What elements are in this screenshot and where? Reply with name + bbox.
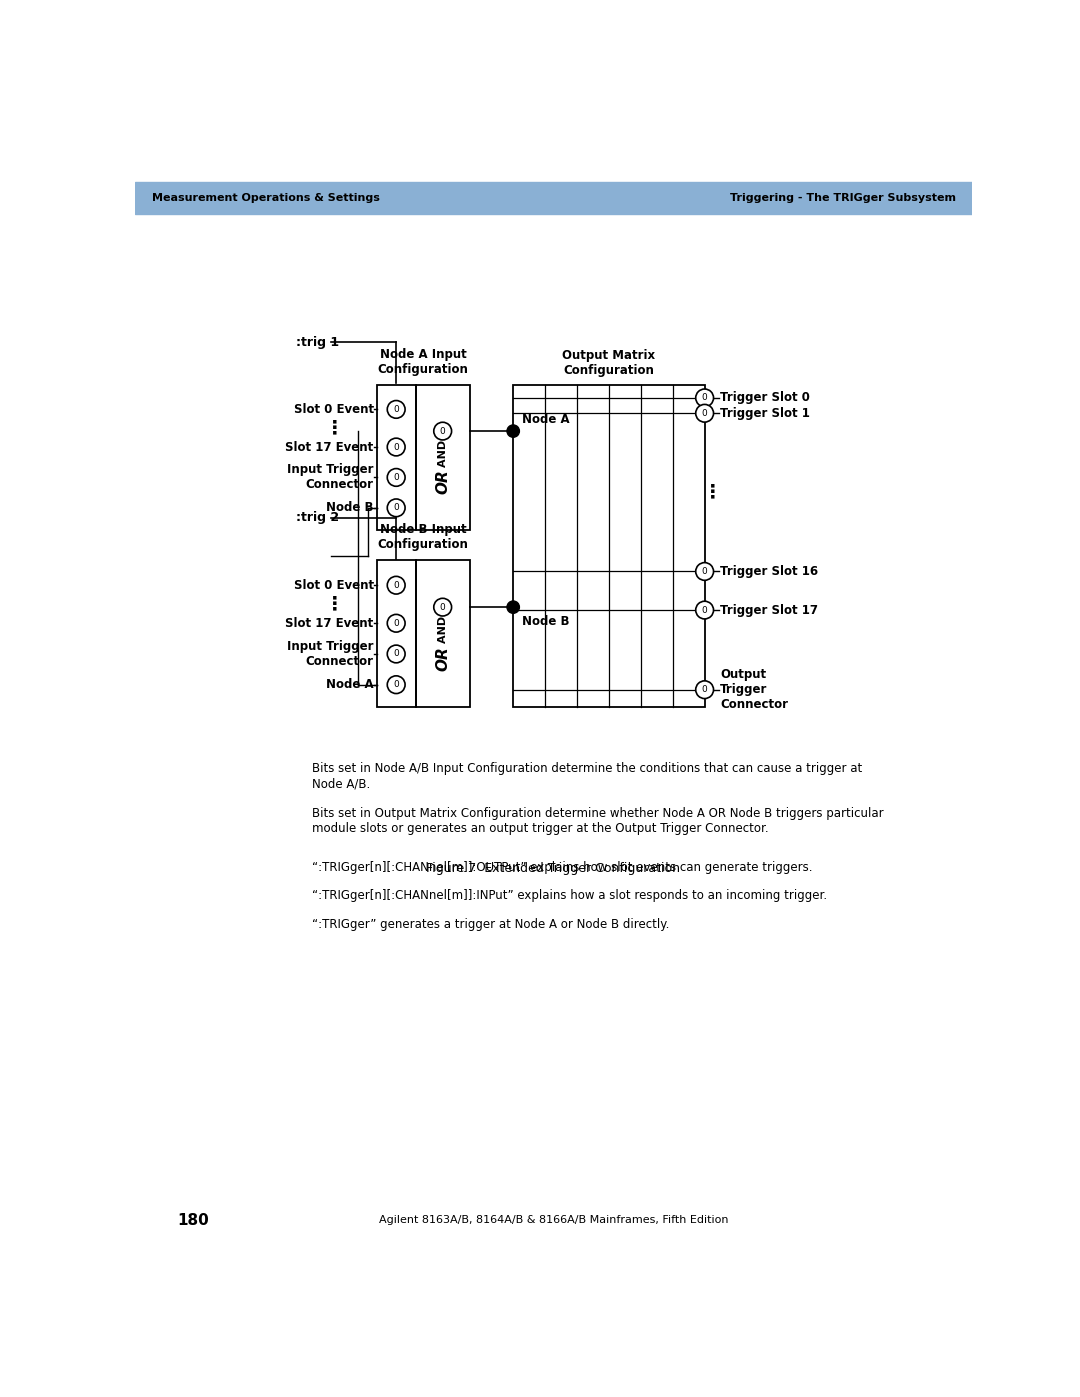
Circle shape xyxy=(434,598,451,616)
Text: 0: 0 xyxy=(440,602,446,612)
Text: Bits set in Output Matrix Configuration determine whether Node A OR Node B trigg: Bits set in Output Matrix Configuration … xyxy=(312,806,883,835)
Text: Triggering - The TRIGger Subsystem: Triggering - The TRIGger Subsystem xyxy=(730,193,957,203)
Text: 0: 0 xyxy=(702,685,707,694)
Text: Slot 0 Event: Slot 0 Event xyxy=(294,402,374,416)
Circle shape xyxy=(696,404,714,422)
Bar xyxy=(416,384,470,529)
Text: 0: 0 xyxy=(393,680,399,689)
Bar xyxy=(416,560,470,707)
Circle shape xyxy=(507,601,519,613)
Text: ⋮: ⋮ xyxy=(325,419,345,437)
Bar xyxy=(377,384,416,529)
Text: Input Trigger
Connector: Input Trigger Connector xyxy=(287,464,374,492)
Text: “:TRIGger” generates a trigger at Node A or Node B directly.: “:TRIGger” generates a trigger at Node A… xyxy=(312,918,670,932)
Circle shape xyxy=(388,439,405,455)
Text: OR: OR xyxy=(435,469,450,495)
Circle shape xyxy=(388,615,405,631)
Text: “:TRIGger[n][:CHANnel[m]]:OUTPut” explains how slot events can generate triggers: “:TRIGger[n][:CHANnel[m]]:OUTPut” explai… xyxy=(312,861,812,873)
Text: Node B: Node B xyxy=(326,502,374,514)
Circle shape xyxy=(388,468,405,486)
Text: Figure 7  Extended Trigger Configuration: Figure 7 Extended Trigger Configuration xyxy=(427,862,680,875)
Text: Node A: Node A xyxy=(326,678,374,692)
Bar xyxy=(377,560,416,707)
Circle shape xyxy=(388,676,405,693)
Text: 0: 0 xyxy=(393,443,399,451)
Text: Agilent 8163A/B, 8164A/B & 8166A/B Mainframes, Fifth Edition: Agilent 8163A/B, 8164A/B & 8166A/B Mainf… xyxy=(379,1215,728,1225)
Text: Node B: Node B xyxy=(523,615,570,627)
Text: Slot 0 Event: Slot 0 Event xyxy=(294,578,374,592)
Text: ⋮: ⋮ xyxy=(703,483,723,502)
Text: Node A Input
Configuration: Node A Input Configuration xyxy=(378,348,469,376)
Text: :trig 2: :trig 2 xyxy=(296,511,339,524)
Text: 0: 0 xyxy=(393,474,399,482)
Text: Slot 17 Event: Slot 17 Event xyxy=(285,616,374,630)
Text: 0: 0 xyxy=(702,409,707,418)
Circle shape xyxy=(507,425,519,437)
Text: Trigger Slot 0: Trigger Slot 0 xyxy=(720,391,810,404)
Text: 0: 0 xyxy=(702,394,707,402)
Circle shape xyxy=(696,601,714,619)
Text: Trigger Slot 17: Trigger Slot 17 xyxy=(720,604,819,616)
Text: Bits set in Node A/B Input Configuration determine the conditions that can cause: Bits set in Node A/B Input Configuration… xyxy=(312,763,862,791)
Circle shape xyxy=(388,645,405,662)
Circle shape xyxy=(696,680,714,698)
Text: 0: 0 xyxy=(393,650,399,658)
Text: AND /: AND / xyxy=(437,432,448,467)
Circle shape xyxy=(388,401,405,418)
Text: 0: 0 xyxy=(440,426,446,436)
Circle shape xyxy=(696,563,714,580)
Bar xyxy=(135,182,972,214)
Text: 0: 0 xyxy=(393,503,399,513)
Text: OR: OR xyxy=(435,645,450,671)
Text: “:TRIGger[n][:CHANnel[m]]:INPut” explains how a slot responds to an incoming tri: “:TRIGger[n][:CHANnel[m]]:INPut” explain… xyxy=(312,888,827,902)
Text: Measurement Operations & Settings: Measurement Operations & Settings xyxy=(152,193,380,203)
Circle shape xyxy=(388,499,405,517)
Text: 0: 0 xyxy=(393,405,399,414)
Text: :trig 1: :trig 1 xyxy=(296,335,339,349)
Bar xyxy=(513,384,704,707)
Text: Node A: Node A xyxy=(523,414,570,426)
Circle shape xyxy=(696,388,714,407)
Text: Output
Trigger
Connector: Output Trigger Connector xyxy=(720,668,788,711)
Text: Output Matrix
Configuration: Output Matrix Configuration xyxy=(563,349,656,377)
Text: 0: 0 xyxy=(702,605,707,615)
Text: 0: 0 xyxy=(702,567,707,576)
Text: AND /: AND / xyxy=(437,608,448,644)
Text: 0: 0 xyxy=(393,581,399,590)
Circle shape xyxy=(434,422,451,440)
Text: Slot 17 Event: Slot 17 Event xyxy=(285,440,374,454)
Text: Trigger Slot 1: Trigger Slot 1 xyxy=(720,407,810,419)
Text: 0: 0 xyxy=(393,619,399,627)
Text: Trigger Slot 16: Trigger Slot 16 xyxy=(720,564,819,578)
Circle shape xyxy=(388,577,405,594)
Text: Node B Input
Configuration: Node B Input Configuration xyxy=(378,524,469,552)
Text: 180: 180 xyxy=(177,1213,210,1228)
Text: Input Trigger
Connector: Input Trigger Connector xyxy=(287,640,374,668)
Text: ⋮: ⋮ xyxy=(325,595,345,613)
